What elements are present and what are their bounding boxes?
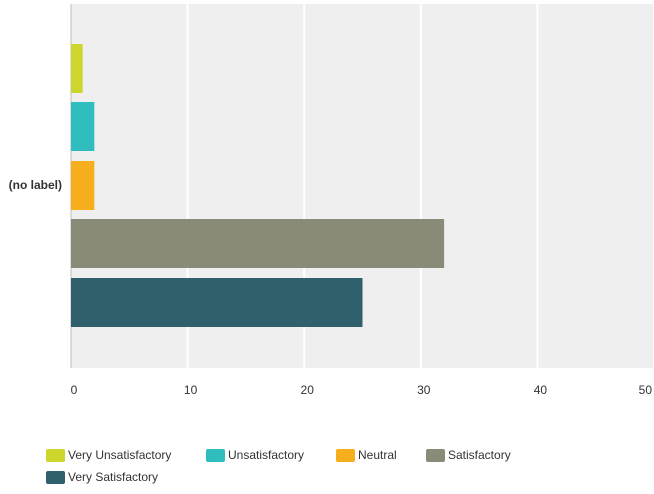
bar-neutral [71,161,95,210]
bar-satisfactory [71,219,445,268]
legend-swatch [206,448,225,462]
legend-swatch [426,448,445,462]
x-tick-label: 10 [184,383,198,397]
bars [71,44,445,327]
bar-chart: 0 10 20 30 40 50 (no label) [9,4,654,397]
legend-swatch [336,448,355,462]
category-label: (no label) [9,178,62,192]
legend-item: Unsatisfactory [206,448,304,462]
bar-very-satisfactory [71,278,363,327]
legend-swatch [46,448,65,462]
legend-item: Very Unsatisfactory [46,448,171,462]
x-tick-label: 30 [417,383,431,397]
x-tick-labels: 0 10 20 30 40 50 [71,383,653,397]
legend-item: Very Satisfactory [46,470,158,484]
legend-label: Very Unsatisfactory [68,448,172,462]
legend-label: Unsatisfactory [228,448,305,462]
bar-unsatisfactory [71,102,95,151]
legend-item: Neutral [336,448,397,462]
bar-very-unsatisfactory [71,44,83,93]
x-tick-label: 40 [534,383,548,397]
x-tick-label: 50 [639,383,653,397]
x-tick-label: 0 [71,383,78,397]
legend-label: Neutral [358,448,397,462]
legend-label: Satisfactory [448,448,511,462]
x-tick-label: 20 [301,383,315,397]
legend-label: Very Satisfactory [68,470,159,484]
legend-item: Satisfactory [426,448,511,462]
legend-swatch [46,470,65,484]
